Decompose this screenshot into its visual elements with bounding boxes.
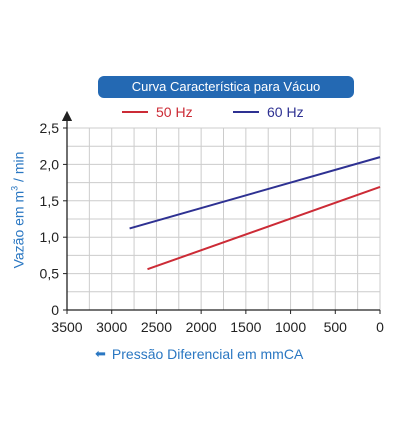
ticks: 0 0,5 1,0 1,5 2,0 2,5 3500 3000 2500 2000 1500 1000… <box>40 120 385 335</box>
chart-title: Curva Característica para Vácuo <box>98 76 354 98</box>
series-line-50hz <box>147 186 381 271</box>
x-tick-label: 3000 <box>96 319 127 335</box>
y-tick-label: 1,5 <box>40 193 60 209</box>
y-axis-label: Vazão em m3 / min <box>9 151 27 269</box>
y-tick-label: 1,0 <box>40 229 60 245</box>
grid <box>66 127 381 311</box>
legend-label: 60 Hz <box>267 104 304 120</box>
y-tick-label: 0,5 <box>40 266 60 282</box>
legend: 50 Hz 60 Hz <box>122 104 304 120</box>
y-tick-label: 2,5 <box>40 120 60 136</box>
x-tick-label: 1000 <box>275 319 306 335</box>
series-lines <box>129 156 381 271</box>
arrow-left-icon: ⬅ <box>95 346 106 361</box>
x-tick-label: 2500 <box>141 319 172 335</box>
x-tick-label: 1500 <box>230 319 261 335</box>
x-tick-label: 3500 <box>51 319 82 335</box>
series-line-60hz <box>129 156 381 230</box>
legend-label: 50 Hz <box>156 104 193 120</box>
x-tick-label: 500 <box>324 319 348 335</box>
y-tick-label: 2,0 <box>40 156 60 172</box>
x-tick-label: 2000 <box>186 319 217 335</box>
x-axis-label: ⬅ Pressão Diferencial em mmCA <box>95 346 304 362</box>
y-tick-label: 0 <box>51 302 59 318</box>
axes <box>61 110 380 311</box>
x-tick-label: 0 <box>376 319 384 335</box>
